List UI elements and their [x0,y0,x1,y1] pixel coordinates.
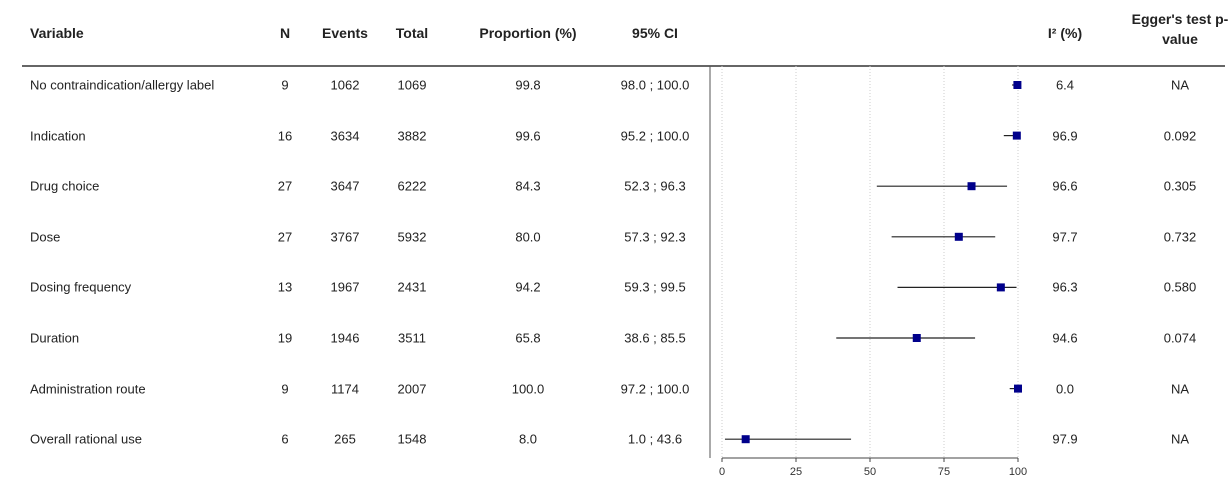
variable-label: Indication [30,128,86,144]
total-cell: 2431 [397,279,427,295]
proportion-cell: 84.3 [515,178,541,194]
x-tick-label: 50 [864,466,876,478]
column-header: Total [395,25,429,41]
point-estimate [741,435,750,444]
variable-label: Dosing frequency [30,279,132,295]
events-cell: 1967 [330,279,360,295]
proportion-cell: 94.2 [515,279,541,295]
events-cell: 3767 [330,229,360,245]
total-cell: 5932 [397,229,427,245]
ci-cell: 1.0 ; 43.6 [627,431,683,447]
total-cell: 6222 [397,178,427,194]
n-cell: 9 [281,381,289,397]
ci-cell: 95.2 ; 100.0 [620,128,690,144]
n-cell: 13 [277,279,293,295]
x-tick-label: 100 [1009,466,1027,478]
egger-cell: 0.305 [1163,178,1197,194]
total-cell: 2007 [397,381,427,397]
point-estimate [912,334,921,342]
i2-cell: 97.7 [1052,229,1078,245]
egger-cell: NA [1170,381,1190,397]
proportion-cell: 80.0 [515,229,541,245]
egger-cell: NA [1170,431,1190,447]
variable-label: Dose [30,229,61,245]
column-header: Proportion (%) [479,25,577,41]
n-cell: 6 [281,431,289,447]
egger-cell: 0.580 [1163,279,1197,295]
egger-cell: NA [1170,77,1190,93]
events-cell: 1174 [331,381,359,397]
ci-cell: 57.3 ; 92.3 [624,229,686,245]
i2-cell: 94.6 [1052,330,1078,346]
point-estimate [996,283,1005,292]
n-cell: 27 [277,229,293,245]
ci-cell: 52.3 ; 96.3 [624,178,686,194]
events-cell: 1946 [330,330,360,346]
column-header: I² (%) [1047,25,1083,41]
n-cell: 9 [281,77,289,93]
variable-label: Overall rational use [30,431,142,447]
point-estimate [967,182,976,191]
variable-label: Administration route [30,381,146,397]
egger-cell: 0.732 [1163,229,1197,245]
variable-label: Duration [30,330,80,346]
events-cell: 265 [334,431,356,447]
ci-cell: 98.0 ; 100.0 [620,77,690,93]
column-header: N [279,25,291,41]
egger-cell: 0.074 [1163,330,1197,346]
egger-cell: 0.092 [1163,128,1197,144]
i2-cell: 96.3 [1052,279,1078,295]
proportion-cell: 99.6 [515,128,541,144]
n-cell: 19 [277,330,293,346]
i2-cell: 6.4 [1055,77,1075,93]
events-cell: 1062 [330,77,360,93]
x-tick-label: 75 [938,466,950,478]
column-header: Variable [30,25,84,41]
proportion-cell: 65.8 [515,330,541,346]
point-estimate [954,232,963,241]
n-cell: 27 [277,178,293,194]
total-cell: 1548 [397,431,427,447]
events-cell: 3634 [330,128,360,144]
x-tick-label: 25 [790,466,802,478]
proportion-cell: 99.8 [515,77,541,93]
variable-label: No contraindication/allergy label [30,77,215,93]
variable-label: Drug choice [30,178,100,194]
total-cell: 3882 [397,128,427,144]
x-tick-label: 0 [719,466,725,478]
i2-cell: 96.6 [1052,178,1078,194]
column-header: Events [322,25,368,41]
column-header: Egger's test p-value [1131,11,1229,47]
ci-cell: 59.3 ; 99.5 [624,279,686,295]
proportion-cell: 100.0 [511,381,545,397]
point-estimate [1013,81,1022,89]
i2-cell: 96.9 [1052,128,1078,144]
total-cell: 3511 [398,330,426,346]
point-estimate [1012,131,1021,140]
ci-cell: 97.2 ; 100.0 [620,381,690,397]
proportion-cell: 8.0 [518,431,538,447]
i2-cell: 97.9 [1052,431,1078,447]
total-cell: 1069 [397,77,427,93]
n-cell: 16 [277,128,293,144]
point-estimate [1014,384,1022,393]
events-cell: 3647 [330,178,360,194]
i2-cell: 0.0 [1055,381,1075,397]
column-header: 95% CI [632,25,678,41]
ci-cell: 38.6 ; 85.5 [624,330,686,346]
